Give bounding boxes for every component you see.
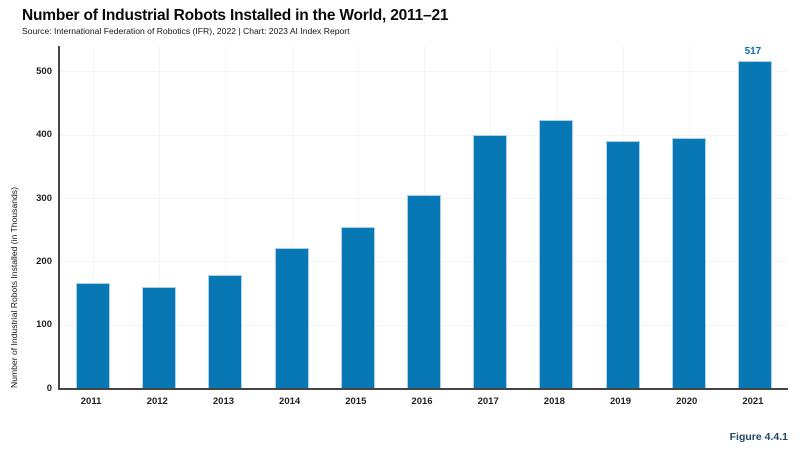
bar	[142, 287, 177, 388]
vertical-gridline	[291, 46, 293, 388]
bar	[208, 275, 243, 388]
vertical-gridline	[93, 46, 95, 388]
x-axis-tick-label: 2020	[676, 396, 698, 407]
bar	[76, 282, 111, 388]
x-axis-tick-label: 2019	[609, 396, 632, 407]
vertical-gridline	[225, 46, 227, 388]
bar	[407, 195, 441, 388]
y-axis-title: Number of Industrial Robots Installed (i…	[9, 187, 19, 388]
figure-label: Figure 4.4.1	[729, 431, 788, 443]
horizontal-gridline	[60, 134, 788, 136]
y-axis-tick-label: 0	[46, 382, 52, 394]
y-axis-tick-label: 400	[36, 129, 52, 141]
vertical-gridline	[159, 46, 161, 388]
y-axis-tick-label: 200	[36, 255, 52, 267]
x-axis-tick-label: 2015	[345, 396, 367, 407]
x-axis-tick-label: 2016	[411, 396, 433, 407]
y-axis-tick-label: 500	[36, 65, 52, 77]
bar	[605, 141, 640, 388]
x-axis-tick-label: 2017	[477, 396, 499, 407]
bar	[737, 60, 772, 388]
bar	[274, 248, 309, 388]
vertical-gridline	[357, 46, 359, 388]
bar	[340, 227, 375, 388]
y-axis-tick-label: 300	[36, 192, 52, 204]
horizontal-gridline	[60, 71, 788, 73]
x-axis-tick-label: 2011	[80, 396, 102, 407]
x-axis-tick-label: 2013	[212, 396, 235, 407]
plot-area	[58, 46, 788, 390]
x-axis-tick-label: 2012	[146, 396, 168, 407]
bar-value-label: 517	[744, 45, 762, 57]
x-axis-tick-label: 2018	[543, 396, 565, 407]
bar	[473, 134, 508, 388]
bar	[539, 120, 574, 388]
y-axis-tick-label: 100	[36, 319, 52, 331]
chart-title: Number of Industrial Robots Installed in…	[22, 7, 449, 24]
x-axis-tick-label: 2014	[279, 396, 301, 407]
bar	[671, 138, 706, 388]
chart-source-line: Source: International Federation of Robo…	[22, 26, 350, 36]
x-axis-tick-label: 2021	[742, 396, 764, 407]
